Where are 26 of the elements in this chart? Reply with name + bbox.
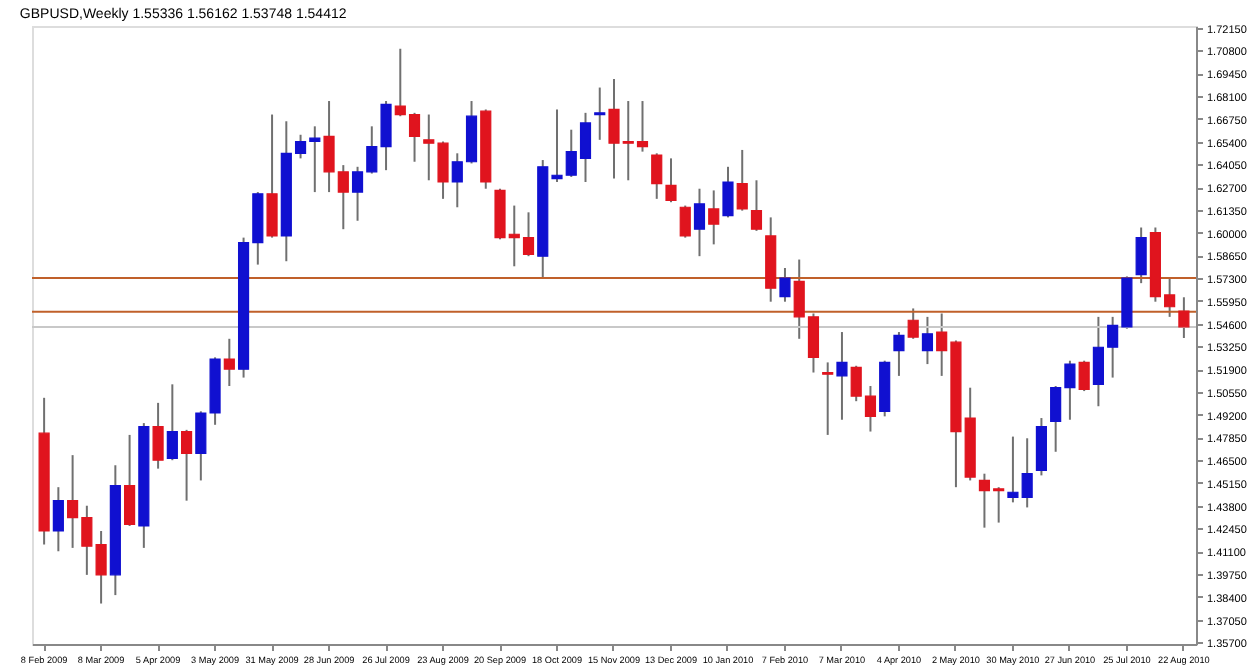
candlestick	[921, 315, 934, 366]
candlestick	[181, 428, 193, 502]
candlestick	[693, 187, 706, 258]
candlestick	[679, 204, 691, 239]
candlestick	[893, 331, 905, 377]
candlestick	[736, 148, 748, 212]
candlestick	[836, 331, 848, 421]
candlestick	[665, 157, 677, 204]
candlestick	[594, 86, 606, 141]
candlestick	[1078, 359, 1090, 393]
candlestick	[651, 152, 663, 200]
candlestick	[822, 361, 834, 436]
candlestick	[708, 189, 720, 246]
candlestick	[152, 401, 164, 470]
candlestick	[166, 383, 178, 462]
candlestick	[266, 113, 278, 239]
candlestick	[1178, 296, 1190, 339]
candlestick	[722, 165, 734, 219]
candlestick	[907, 307, 919, 340]
candlestick	[124, 433, 136, 527]
candlestick	[779, 266, 791, 303]
candlestick	[750, 179, 763, 232]
candlestick	[52, 486, 64, 553]
candlestick	[1035, 417, 1047, 477]
candlestick	[1135, 226, 1147, 285]
candlestick	[223, 337, 235, 388]
